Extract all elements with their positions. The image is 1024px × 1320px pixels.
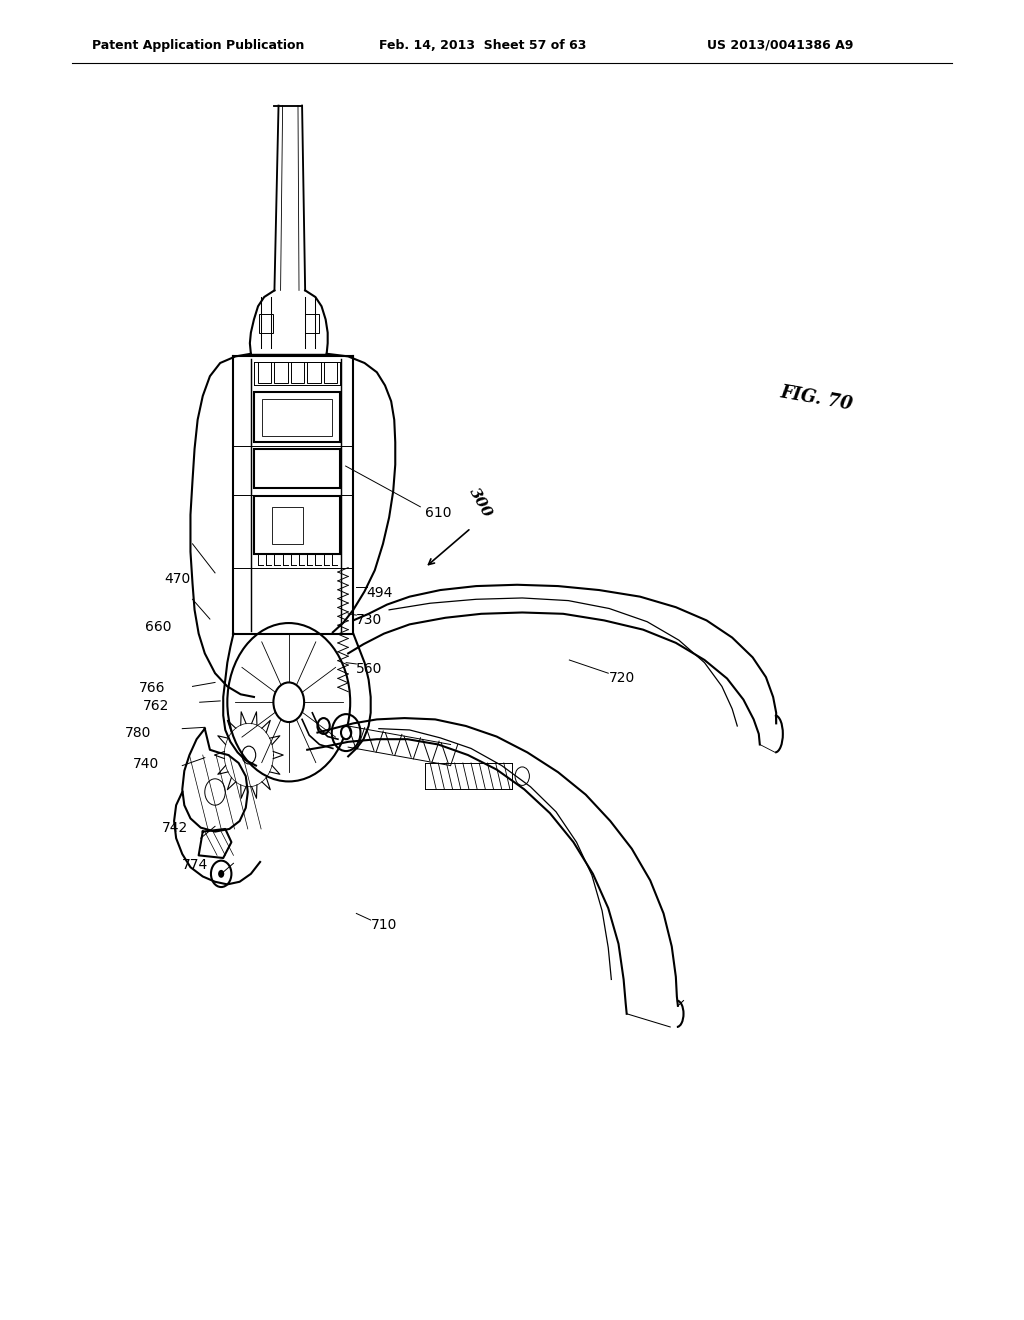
Bar [324,362,337,383]
Text: 470: 470 [164,573,190,586]
Bar [272,507,303,544]
Bar [259,314,273,333]
Circle shape [341,726,351,739]
Bar [262,399,332,436]
Text: 766: 766 [139,681,166,694]
Text: 780: 780 [125,726,152,739]
Text: Feb. 14, 2013  Sheet 57 of 63: Feb. 14, 2013 Sheet 57 of 63 [379,38,587,51]
Bar [307,362,321,383]
Text: 610: 610 [425,507,452,520]
Text: 730: 730 [356,614,383,627]
Text: 300: 300 [466,486,494,520]
Text: 774: 774 [182,858,209,871]
Bar [254,392,340,442]
Bar [258,362,271,383]
Bar [305,314,319,333]
Text: 560: 560 [356,663,383,676]
Text: Patent Application Publication: Patent Application Publication [92,38,304,51]
Text: 762: 762 [143,700,170,713]
Bar [254,496,340,554]
Bar [254,449,340,488]
Text: 740: 740 [133,758,160,771]
Bar [291,362,304,383]
Text: 720: 720 [609,672,636,685]
Text: 742: 742 [162,821,188,834]
Text: 494: 494 [367,586,393,599]
Text: 660: 660 [145,620,172,634]
Text: FIG. 70: FIG. 70 [778,383,854,413]
Circle shape [218,870,224,878]
Bar [274,362,288,383]
Text: US 2013/0041386 A9: US 2013/0041386 A9 [707,38,853,51]
Text: 710: 710 [371,919,397,932]
